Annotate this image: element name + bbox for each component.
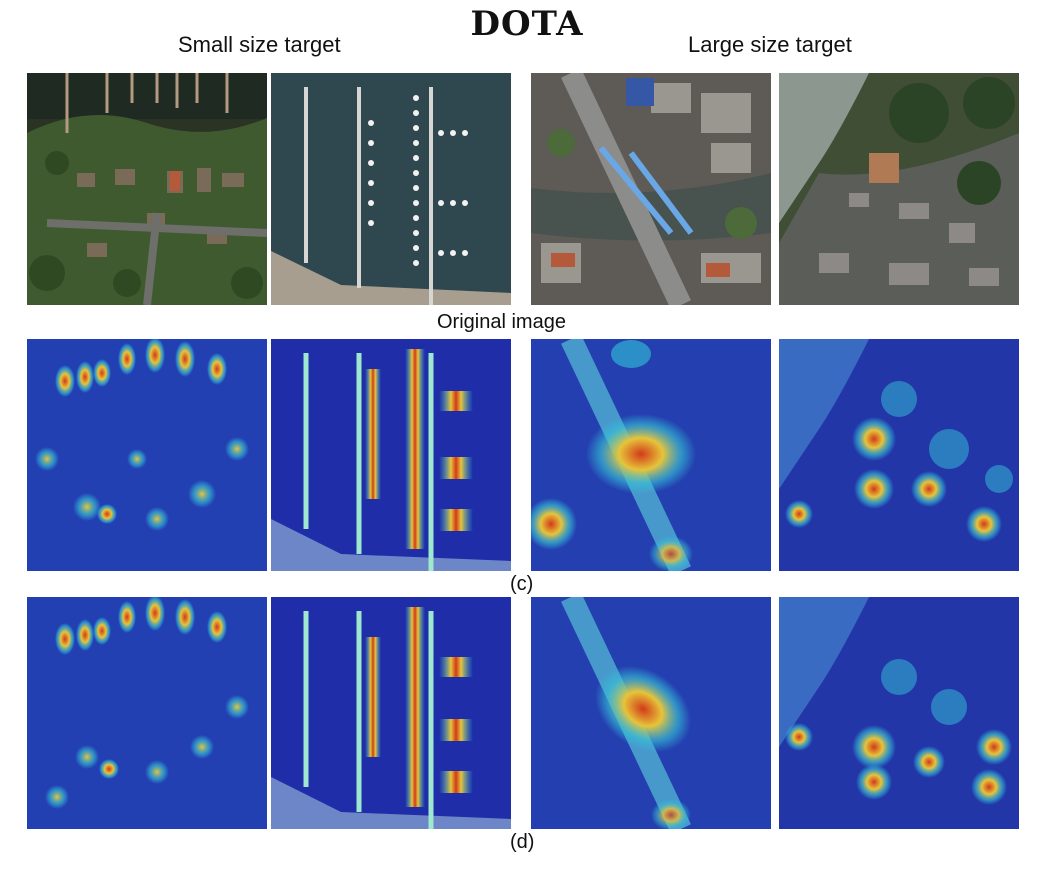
original-image-residential [27, 73, 267, 305]
column-header-small: Small size target [178, 32, 341, 57]
original-image-campus [779, 73, 1019, 305]
column-header-large: Large size target [688, 32, 852, 57]
row-label-d: (d) [510, 831, 535, 853]
heatmap-c-residential [27, 339, 267, 571]
heatmap-d-harbor [271, 597, 511, 829]
heatmap-d-residential [27, 597, 267, 829]
heatmap-d-bridge [531, 597, 771, 829]
original-image-harbor [271, 73, 511, 305]
heatmap-c-harbor [271, 339, 511, 571]
row-label-c: (c) [510, 573, 534, 595]
original-image-bridge [531, 73, 771, 305]
heatmap-c-bridge [531, 339, 771, 571]
figure-title: DOTA [470, 4, 584, 44]
row-label-original: Original image [437, 311, 566, 333]
heatmap-c-campus [779, 339, 1019, 571]
heatmap-d-campus [779, 597, 1019, 829]
